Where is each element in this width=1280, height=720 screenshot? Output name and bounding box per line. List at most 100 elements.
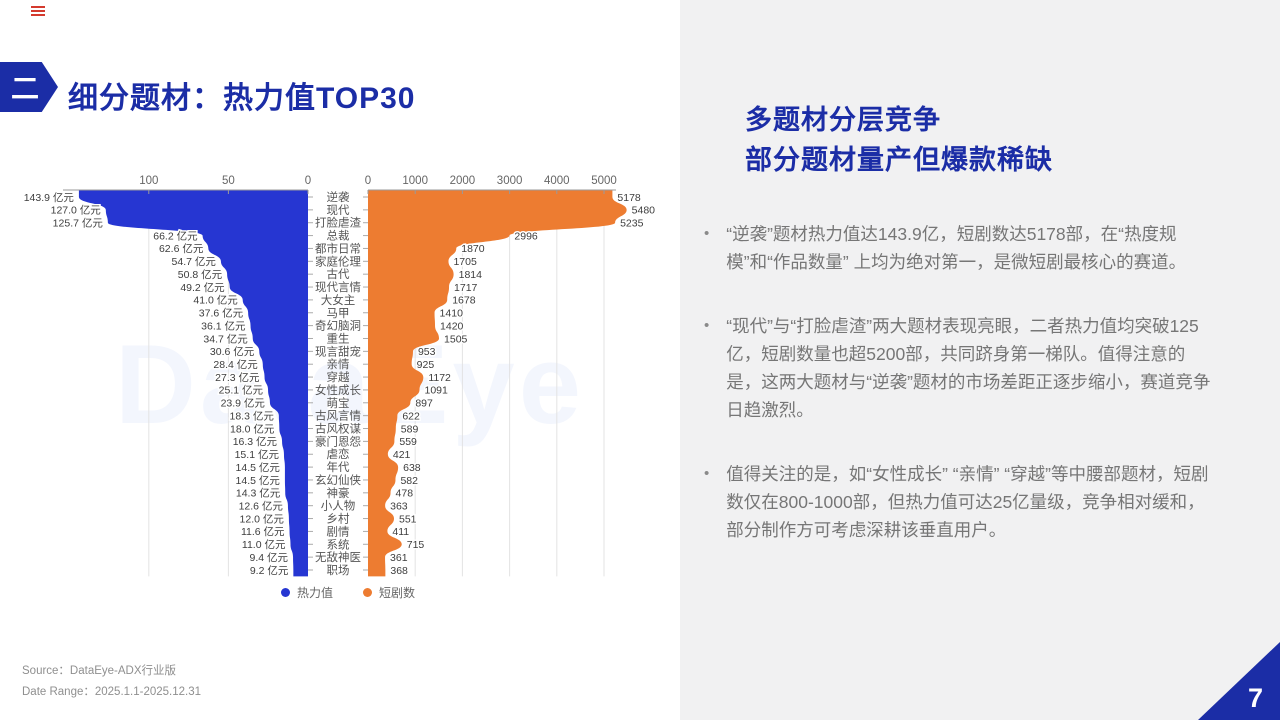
category-label: 虐恋 [327,447,350,461]
category-label: 现代 [327,204,350,217]
heat-value-label: 54.7 亿元 [172,255,217,268]
axis-tick-label: 1000 [402,175,428,187]
axis-tick-label: 3000 [497,175,523,187]
footer: Source：DataEye-ADX行业版 Date Range：2025.1.… [22,661,201,703]
drama-count-label: 5235 [620,218,644,230]
legend-dot-heat-icon [280,588,290,597]
heat-value-label: 50.8 亿元 [178,268,223,281]
drama-count-label: 638 [403,462,421,474]
axis-tick-label: 50 [222,175,235,187]
insight-panel: 多题材分层竞争 部分题材量产但爆款稀缺 • “逆袭”题材热力值达143.9亿，短… [680,0,1280,720]
heat-value-label: 16.3 亿元 [233,435,278,448]
category-label: 奇幻脑洞 [315,320,361,333]
category-label: 总裁 [327,229,350,243]
drama-count-label: 1705 [453,256,477,268]
drama-count-label: 1091 [424,385,448,397]
bullet-dot-icon: • [704,465,710,482]
drama-count-label: 925 [417,359,435,371]
drama-count-label: 478 [396,488,414,500]
bullet-text: “逆袭”题材热力值达143.9亿，短剧数达5178部，在“热度规模”和“作品数量… [726,224,1187,272]
bullet-item: • 值得关注的是，如“女性成长” “亲情” “穿越”等中腰部题材，短剧数仅在80… [704,460,1214,544]
heat-value-label: 27.3 亿元 [215,371,260,384]
category-label: 重生 [327,331,350,345]
heat-value-label: 127.0 亿元 [51,204,102,217]
panel-title: 多题材分层竞争 部分题材量产但爆款稀缺 [745,100,1053,180]
category-label: 大女主 [321,293,356,307]
heat-value-label: 12.0 亿元 [240,512,285,525]
drama-count-label: 368 [390,565,408,577]
heat-value-label: 143.9 亿元 [24,191,75,204]
heat-value-label: 37.6 亿元 [199,307,244,320]
axis-tick-label: 2000 [450,175,476,187]
axis-tick-label: 0 [365,175,371,187]
page-number: 7 [1247,683,1263,713]
drama-count-label: 1814 [459,269,483,281]
footer-source: Source：DataEye-ADX行业版 [22,665,177,677]
footer-date-range: Date Range：2025.1.1-2025.12.31 [22,686,202,698]
drama-count-label: 361 [390,552,408,564]
heat-value-label: 30.6 亿元 [210,345,255,358]
heat-value-label: 14.3 亿元 [236,487,281,500]
drama-count-label: 411 [392,526,409,538]
heat-value-label: 9.2 亿元 [250,564,289,577]
heat-value-label: 18.3 亿元 [230,409,275,422]
legend-item-heat: 热力值 [280,584,333,601]
heat-value-label: 125.7 亿元 [53,217,104,230]
category-label: 亲情 [327,357,350,371]
drama-count-label: 715 [407,539,425,551]
legend-label-count: 短剧数 [379,586,416,600]
drama-count-label: 1717 [454,282,478,294]
drama-count-label: 559 [399,436,417,448]
category-label: 逆袭 [327,190,350,204]
drama-count-label: 1172 [428,372,451,384]
bullet-list: • “逆袭”题材热力值达143.9亿，短剧数达5178部，在“热度规模”和“作品… [704,220,1214,580]
drama-count-label: 897 [415,398,433,410]
category-label: 职场 [327,563,350,577]
category-label: 萌宝 [327,396,350,410]
panel-title-line1: 多题材分层竞争 [745,105,941,135]
drama-count-label: 2996 [514,230,538,242]
bullet-text: 值得关注的是，如“女性成长” “亲情” “穿越”等中腰部题材，短剧数仅在800-… [726,464,1209,540]
drama-count-label: 5178 [617,192,641,204]
heat-value-area [78,190,309,577]
category-label: 年代 [327,460,350,474]
category-label: 豪门恩怨 [315,434,361,448]
category-label: 剧情 [327,524,350,538]
category-label: 玄幻仙侠 [315,473,361,487]
drama-count-label: 589 [401,423,419,435]
drama-count-label: 1410 [440,308,464,320]
drama-count-label: 1420 [440,320,464,332]
heat-value-label: 36.1 亿元 [201,319,246,332]
heat-value-label: 14.5 亿元 [236,461,281,474]
legend-label-heat: 热力值 [296,586,333,600]
axis-tick-label: 5000 [591,175,617,187]
panel-title-line2: 部分题材量产但爆款稀缺 [745,145,1053,175]
category-label: 马甲 [327,307,350,320]
bullet-item: • “逆袭”题材热力值达143.9亿，短剧数达5178部，在“热度规模”和“作品… [704,220,1214,276]
heat-value-label: 66.2 亿元 [153,229,198,242]
category-label: 女性成长 [315,383,361,397]
heat-value-label: 23.9 亿元 [221,397,266,410]
heat-value-label: 25.1 亿元 [219,384,264,397]
legend-dot-count-icon [363,588,372,597]
heat-value-label: 41.0 亿元 [193,294,238,307]
drama-count-label: 582 [400,475,418,487]
axis-tick-label: 4000 [544,175,570,187]
corner-mark-icon [31,6,45,18]
bullet-dot-icon: • [704,225,710,242]
drama-count-label: 1505 [444,333,468,345]
heat-value-label: 28.4 亿元 [213,358,258,371]
drama-count-label: 1870 [461,243,485,255]
legend-item-count: 短剧数 [363,584,415,601]
drama-count-label: 622 [402,410,420,422]
drama-count-label: 421 [393,449,411,461]
page-title: 细分题材：热力值TOP30 [68,82,416,115]
category-label: 古风权谋 [315,422,361,436]
heat-value-label: 34.7 亿元 [203,332,248,345]
heat-value-label: 14.5 亿元 [236,474,281,487]
heat-value-label: 12.6 亿元 [239,499,284,512]
category-label: 古风言情 [315,409,361,423]
heat-value-label: 11.0 亿元 [242,538,286,551]
axis-tick-label: 0 [305,175,311,187]
